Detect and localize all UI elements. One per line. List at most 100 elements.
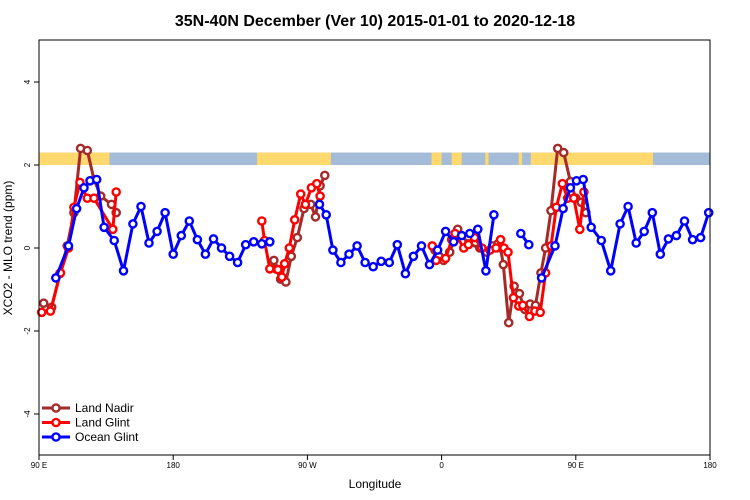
ocean-glint-point xyxy=(91,174,102,185)
land-glint-point xyxy=(575,224,585,235)
ocean-glint-point xyxy=(368,261,379,272)
ocean-glint-point xyxy=(432,245,443,255)
ocean-glint-point xyxy=(655,249,666,259)
x-tick-label: 0 xyxy=(439,461,444,470)
ocean-glint-point xyxy=(248,236,259,247)
ocean-glint-point xyxy=(679,216,690,226)
ocean-glint-point xyxy=(224,251,235,262)
ocean-glint-point xyxy=(536,273,547,283)
x-axis-label: Longitude xyxy=(349,477,402,491)
ocean-glint-point xyxy=(200,249,211,259)
ocean-glint-point xyxy=(687,234,698,245)
ocean-glint-point xyxy=(51,273,61,283)
ocean-glint-line-3 xyxy=(540,178,711,279)
ocean-glint-point xyxy=(99,222,109,233)
land-nadir-point xyxy=(38,298,49,309)
ocean-glint-point xyxy=(71,203,82,214)
legend-item-ocean-glint: Ocean Glint xyxy=(42,430,139,444)
land-glint-point xyxy=(279,258,290,269)
legend-swatch-marker xyxy=(51,417,61,428)
ocean-glint-point xyxy=(416,241,427,251)
ocean-glint-point xyxy=(408,251,419,262)
land-glint-point xyxy=(508,292,519,303)
ocean-glint-point xyxy=(456,230,467,241)
y-tick-label: 2 xyxy=(23,162,32,167)
ocean-glint-point xyxy=(472,224,483,235)
land-sea-band xyxy=(39,152,710,165)
x-tick-label: 90 E xyxy=(568,461,584,470)
legend-swatch-marker xyxy=(51,403,61,413)
ocean-glint-point xyxy=(208,234,219,244)
ocean-glint-point xyxy=(615,219,625,229)
x-axis: 90 E 180 90 W 0 90 E 180 xyxy=(31,455,717,470)
ocean-glint-point xyxy=(481,265,491,276)
ocean-glint-point xyxy=(596,235,607,246)
ocean-glint-point xyxy=(314,199,325,210)
land-glint-point xyxy=(273,264,283,275)
land-glint-point xyxy=(284,243,295,253)
ocean-glint-point xyxy=(79,182,89,193)
ocean-glint-point xyxy=(440,226,451,237)
land-glint-line-2 xyxy=(430,182,586,318)
land-glint-point xyxy=(491,243,501,253)
y-tick-label: 0 xyxy=(23,245,32,250)
ocean-glint-point xyxy=(384,257,395,268)
land-band-2 xyxy=(431,152,442,165)
x-tick-label: 180 xyxy=(167,461,181,470)
land-band-3 xyxy=(451,152,462,165)
land-glint-point xyxy=(557,178,568,189)
ocean-glint-point xyxy=(663,234,674,244)
land-nadir-point xyxy=(82,145,93,156)
land-glint-point xyxy=(311,178,322,189)
ocean-glint-point xyxy=(128,219,138,229)
ocean-glint-point xyxy=(136,201,146,212)
ocean-glint-point xyxy=(623,201,633,212)
ocean-glint-point xyxy=(336,257,346,268)
y-axis-label: XCO2 - MLO trend (ppm) xyxy=(1,181,15,316)
ocean-glint-point xyxy=(631,238,642,248)
ocean-glint-point xyxy=(352,241,362,251)
land-glint-point xyxy=(495,234,506,245)
ocean-glint-point xyxy=(392,239,403,250)
ocean-glint-point xyxy=(63,241,74,251)
ocean-glint-point xyxy=(639,226,650,237)
land-glint-point xyxy=(569,193,579,203)
series-layer xyxy=(36,143,714,328)
ocean-glint-point xyxy=(216,243,227,253)
land-nadir-point xyxy=(292,232,303,243)
land-glint-point xyxy=(518,300,528,311)
ocean-glint-point xyxy=(321,209,332,220)
ocean-glint-point xyxy=(464,228,475,239)
x-tick-label: 90 W xyxy=(298,461,317,470)
y-tick-label: -2 xyxy=(23,327,32,335)
ocean-glint-point xyxy=(516,228,526,239)
ocean-glint-point xyxy=(703,207,714,218)
ocean-glint-point xyxy=(152,226,162,237)
land-band-6 xyxy=(530,152,653,165)
land-nadir-point xyxy=(310,212,321,222)
land-glint-point xyxy=(108,224,118,235)
ocean-glint-point xyxy=(400,268,411,279)
ocean-glint-point xyxy=(109,235,119,246)
legend-label: Land Glint xyxy=(75,416,130,430)
ocean-glint-point xyxy=(118,265,129,276)
ocean-glint-point xyxy=(240,239,251,250)
ocean-glint-point xyxy=(328,245,338,255)
land-nadir-point xyxy=(498,259,509,270)
series-ocean-glint xyxy=(51,174,714,283)
ocean-glint-point xyxy=(176,230,187,241)
land-nadir-point xyxy=(514,288,525,299)
x-tick-label: 90 E xyxy=(31,461,47,470)
land-band-1 xyxy=(257,152,331,165)
land-glint-point xyxy=(289,214,300,225)
ocean-glint-point xyxy=(489,209,499,220)
land-glint-point xyxy=(524,311,535,322)
legend-swatch-marker xyxy=(51,432,61,442)
land-nadir-point xyxy=(319,170,330,181)
ocean-glint-point xyxy=(558,203,568,214)
land-glint-point xyxy=(36,307,47,318)
ocean-glint-point xyxy=(671,230,682,241)
ocean-glint-point xyxy=(565,182,576,193)
